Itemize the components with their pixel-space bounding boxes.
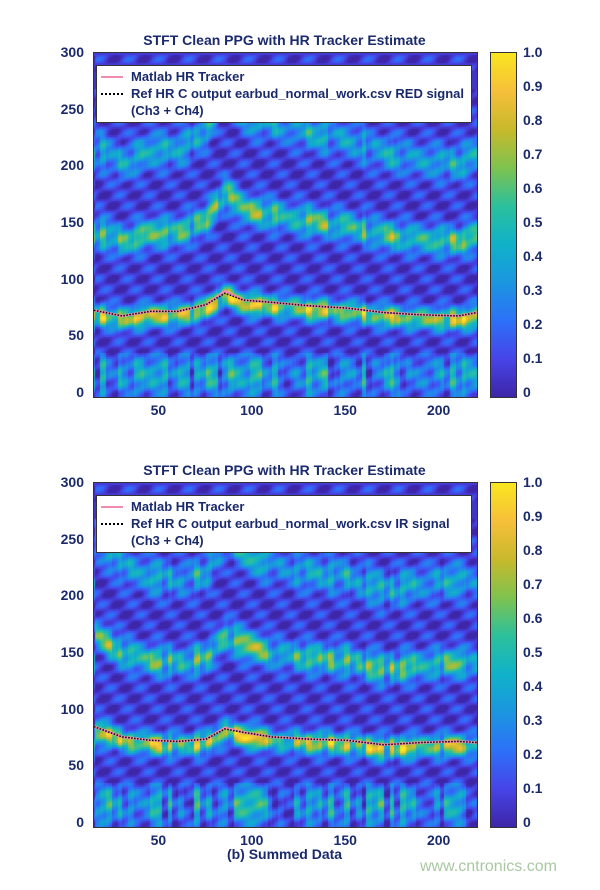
legend-entry: Matlab HR Tracker: [131, 69, 245, 84]
y-tick-label: 150: [60, 644, 84, 660]
watermark: www.cntronics.com: [420, 858, 557, 875]
y-tick-label: 150: [60, 214, 84, 230]
colorbar-tick-label: 1.0: [523, 474, 543, 490]
y-tick-label: 250: [60, 530, 84, 547]
colorbar-tick-label: 0.8: [523, 542, 543, 558]
legend: Matlab HR Tracker Ref HR C output earbud…: [96, 65, 472, 123]
matlab-hr-tracker-line: [94, 289, 477, 318]
y-tick-label: 100: [60, 270, 84, 287]
colorbar: [490, 482, 517, 828]
legend-swatch-tracker: [101, 506, 123, 508]
x-tick-label: 100: [240, 832, 264, 848]
ref-hr-line: [94, 725, 477, 746]
legend-swatch-ref: [101, 523, 123, 525]
colorbar-tick-label: 0.8: [523, 112, 543, 128]
colorbar-tick-label: 0.7: [523, 576, 543, 592]
y-tick-label: 50: [68, 327, 84, 344]
legend-entry: Matlab HR Tracker: [131, 499, 245, 514]
y-tick-label: 300: [60, 474, 84, 490]
y-tick-label: 0: [76, 814, 84, 830]
legend-entry: (Ch3 + Ch4): [131, 533, 204, 548]
y-tick-label: 100: [60, 700, 84, 717]
legend-entry: (Ch3 + Ch4): [131, 103, 204, 118]
y-tick-label: 0: [76, 384, 84, 400]
y-tick-label: 200: [60, 157, 84, 174]
colorbar-tick-label: 0.1: [523, 780, 543, 796]
x-tick-label: 150: [333, 402, 357, 418]
legend-swatch-ref: [101, 93, 123, 95]
colorbar-tick-label: 0.7: [523, 146, 543, 162]
chart-title: STFT Clean PPG with HR Tracker Estimate: [143, 32, 426, 48]
x-tick-label: 200: [426, 832, 451, 848]
colorbar: [490, 52, 517, 398]
colorbar-tick-label: 0.3: [523, 282, 543, 298]
colorbar-tick-label: 0.4: [523, 678, 543, 694]
colorbar-tick-label: 0.9: [523, 508, 543, 524]
colorbar-tick-label: 0.9: [523, 78, 543, 94]
x-tick-label: 50: [150, 402, 167, 418]
colorbar-tick-label: 0.4: [523, 248, 543, 264]
x-tick-label: 150: [333, 832, 357, 848]
y-tick-label: 300: [60, 44, 84, 60]
ref-hr-line: [94, 292, 477, 317]
colorbar-tick-label: 0.1: [523, 350, 543, 366]
x-tick-label: 50: [150, 832, 167, 848]
chart-panel-0: STFT Clean PPG with HR Tracker Estimate …: [0, 30, 600, 460]
colorbar-tick-label: 0: [523, 384, 531, 400]
legend-swatch-tracker: [101, 76, 123, 78]
x-tick-label: 200: [426, 402, 451, 418]
chart-panel-1: STFT Clean PPG with HR Tracker Estimate …: [0, 460, 600, 890]
y-tick-label: 50: [68, 757, 84, 774]
colorbar-tick-label: 1.0: [523, 44, 543, 60]
x-axis-label: (b) Summed Data: [226, 846, 343, 862]
plot-area: Matlab HR Tracker Ref HR C output earbud…: [93, 52, 478, 398]
y-tick-label: 250: [60, 100, 84, 117]
colorbar-tick-label: 0.6: [523, 610, 543, 626]
colorbar-tick-label: 0.5: [523, 644, 543, 660]
colorbar-tick-label: 0.6: [523, 180, 543, 196]
colorbar-tick-label: 0.2: [523, 746, 543, 762]
y-tick-label: 200: [60, 587, 84, 604]
colorbar-tick-label: 0.5: [523, 214, 543, 230]
colorbar-tick-label: 0: [523, 814, 531, 830]
chart-title: STFT Clean PPG with HR Tracker Estimate: [143, 462, 426, 478]
colorbar-tick-label: 0.2: [523, 316, 543, 332]
tracker-overlay: [94, 725, 477, 747]
x-tick-label: 100: [240, 402, 264, 418]
plot-area: Matlab HR Tracker Ref HR C output earbud…: [93, 482, 478, 828]
legend: Matlab HR Tracker Ref HR C output earbud…: [96, 495, 472, 553]
colorbar-tick-label: 0.3: [523, 712, 543, 728]
legend-entry: Ref HR C output earbud_normal_work.csv R…: [131, 86, 465, 101]
tracker-overlay: [94, 289, 477, 318]
legend-entry: Ref HR C output earbud_normal_work.csv I…: [131, 516, 450, 531]
